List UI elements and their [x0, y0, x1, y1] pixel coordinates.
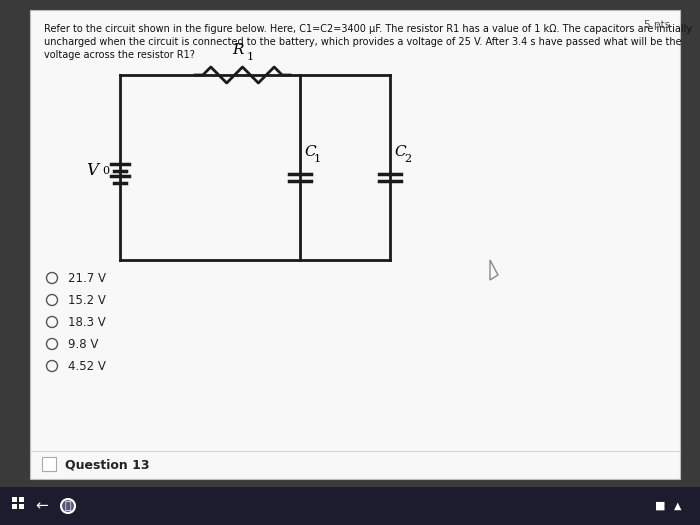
Text: Question 13: Question 13 [65, 458, 150, 471]
Bar [30, 10, 680, 479]
Text: ■: ■ [654, 501, 665, 511]
Bar [19, 504, 24, 509]
Text: 5 pts: 5 pts [644, 20, 670, 30]
Text: 9.8 V: 9.8 V [68, 338, 99, 351]
Text: ▲: ▲ [674, 501, 682, 511]
Text: 15.2 V: 15.2 V [68, 293, 106, 307]
Text: 0: 0 [102, 166, 109, 176]
Bar [19, 497, 24, 502]
Text: V: V [86, 162, 98, 179]
Text: uncharged when the circuit is connected to the battery, which provides a voltage: uncharged when the circuit is connected … [44, 37, 682, 47]
Text: Refer to the circuit shown in the figure below. Here, C1=C2=3400 μF. The resisto: Refer to the circuit shown in the figure… [44, 24, 692, 34]
Text: C: C [304, 145, 316, 160]
Text: C: C [394, 145, 405, 160]
Bar [42, 457, 56, 471]
Text: ⌕: ⌕ [64, 501, 71, 511]
Text: voltage across the resistor R1?: voltage across the resistor R1? [44, 50, 195, 60]
Bar [12, 504, 17, 509]
Text: 1: 1 [246, 52, 253, 62]
Bar [0, 487, 700, 525]
Text: ←: ← [36, 499, 48, 513]
Circle shape [61, 499, 75, 513]
Text: 1: 1 [314, 154, 321, 164]
Bar [12, 497, 17, 502]
Text: R: R [232, 43, 244, 57]
Text: 18.3 V: 18.3 V [68, 316, 106, 329]
Text: 2: 2 [404, 154, 411, 164]
Text: 4.52 V: 4.52 V [68, 360, 106, 373]
Text: 21.7 V: 21.7 V [68, 271, 106, 285]
